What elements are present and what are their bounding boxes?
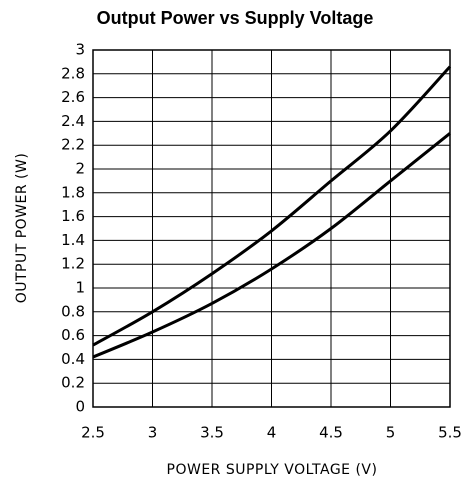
y-tick-label: 2.4 <box>61 112 85 130</box>
y-tick-label: 2 <box>75 160 85 178</box>
line-series <box>92 65 452 347</box>
x-tick-label: 4.5 <box>319 424 343 442</box>
y-tick-label: 0.2 <box>61 374 85 392</box>
y-tick-label: 0.6 <box>61 326 85 344</box>
y-tick-label: 1.8 <box>61 183 85 201</box>
x-tick-label: 2.5 <box>81 424 105 442</box>
x-tick-label: 5 <box>386 424 396 442</box>
line-series <box>92 132 451 359</box>
y-tick-label: 1 <box>75 279 85 297</box>
y-tick-label: 0.4 <box>61 350 85 368</box>
x-tick-label: 5.5 <box>438 424 462 442</box>
y-tick-label: 2.6 <box>61 88 85 106</box>
y-tick-label: 3 <box>75 41 85 59</box>
y-tick-label: 2.8 <box>61 64 85 82</box>
chart-title: Output Power vs Supply Voltage <box>97 8 374 28</box>
x-tick-label: 4 <box>267 424 277 442</box>
y-tick-label: 2.2 <box>61 136 85 154</box>
y-axis-label: OUTPUT POWER (W) <box>14 153 30 304</box>
x-tick-label: 3.5 <box>200 424 224 442</box>
plot-frame <box>92 49 451 408</box>
y-tick-label: 0.8 <box>61 302 85 320</box>
x-tick-label: 3 <box>148 424 158 442</box>
y-tick-label: 1.6 <box>61 207 85 225</box>
y-tick-label: 1.2 <box>61 255 85 273</box>
y-tick-label: 0 <box>75 398 85 416</box>
y-tick-label: 1.4 <box>61 231 85 249</box>
x-axis-label: POWER SUPPLY VOLTAGE (V) <box>167 462 378 478</box>
